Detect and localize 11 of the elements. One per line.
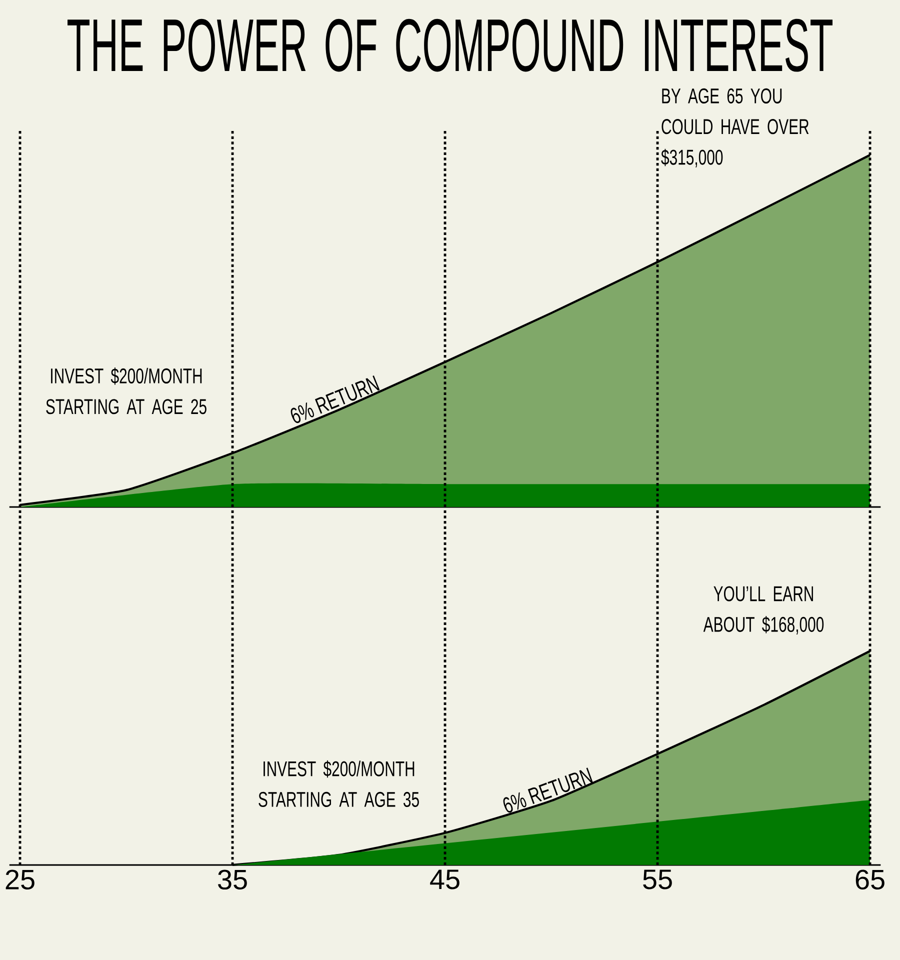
x-tick-label: 45: [430, 870, 460, 890]
chart-title: THE POWER OF COMPOUND INTEREST: [68, 18, 833, 72]
x-tick-label: 55: [643, 870, 672, 890]
annotation: INVEST $200/MONTH STARTING AT AGE 35: [258, 760, 419, 808]
x-tick-label: 25: [6, 870, 34, 890]
text: YOU’LL EARN ABOUT $168,000: [703, 586, 824, 634]
x-tick-label: 35: [218, 870, 247, 890]
x-tick-label: 65: [856, 870, 884, 890]
annotation: INVEST $200/MONTH STARTING AT AGE 25: [46, 368, 206, 414]
annotation: BY AGE 65 YOU COULD HAVE OVER $315,000: [661, 88, 809, 168]
annotation: 6% RETURN: [503, 768, 593, 813]
